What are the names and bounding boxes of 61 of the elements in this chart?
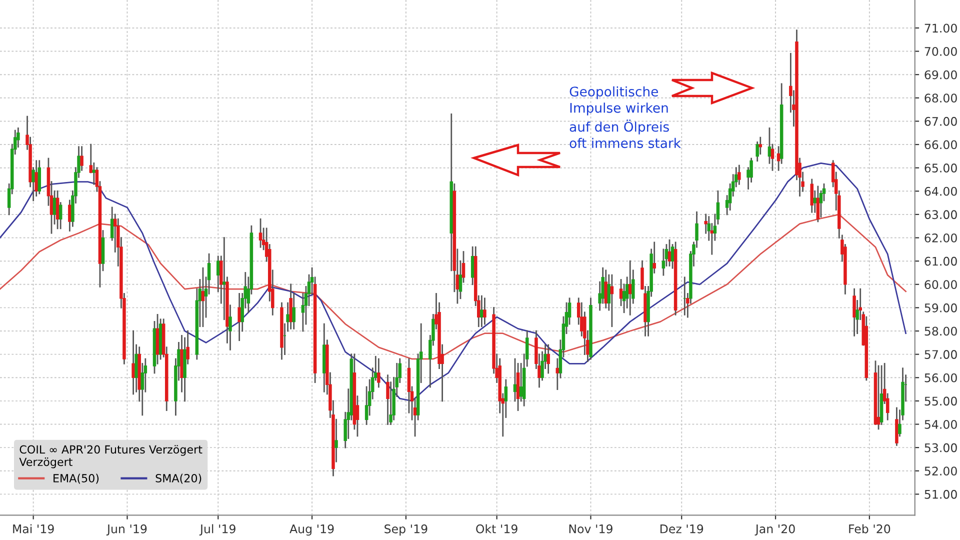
x-tick-label: Jul '19 xyxy=(199,524,236,536)
y-tick-label: 66.00 xyxy=(924,140,957,150)
x-tick-label: Aug '19 xyxy=(290,524,334,536)
candlestick xyxy=(38,160,42,194)
x-tick-label: Sep '19 xyxy=(384,524,428,536)
candlestick xyxy=(238,293,241,342)
y-tick-label: 59.00 xyxy=(924,303,957,312)
candlestick xyxy=(52,190,56,224)
candlestick xyxy=(201,267,205,328)
x-tick-label: Mai '19 xyxy=(13,524,54,534)
candlestick xyxy=(668,239,672,266)
y-tick-label: 62.00 xyxy=(924,233,957,242)
legend-title: COIL ∞ APR'20 Futures Verzögert Verzögert xyxy=(19,445,202,468)
candlestick xyxy=(132,330,135,395)
line-series xyxy=(0,162,906,402)
candlestick xyxy=(480,295,484,328)
y-tick-label: 60.00 xyxy=(924,280,957,290)
y-tick-label: 68.00 xyxy=(924,94,957,103)
candlestick xyxy=(816,186,820,222)
candlestick xyxy=(895,407,898,446)
y-tick-label: 57.00 xyxy=(924,350,957,359)
y-tick-label: 67.00 xyxy=(924,116,957,126)
y-tick-label: 58.00 xyxy=(924,326,957,336)
x-tick-label: Jan '20 xyxy=(754,524,795,536)
candlestick xyxy=(289,284,292,330)
candlestick xyxy=(610,274,614,328)
y-tick-label: 55.00 xyxy=(924,396,957,406)
candlestick xyxy=(852,288,856,336)
y-tick-label: 54.00 xyxy=(924,420,957,429)
candlestick xyxy=(628,260,632,316)
y-tick-label: 69.00 xyxy=(924,70,957,80)
y-tick-label: 64.00 xyxy=(924,186,957,196)
candlestick xyxy=(513,358,517,402)
y-tick-label: 61.00 xyxy=(924,256,957,266)
candlestick xyxy=(483,298,486,325)
x-tick-label: Jun '19 xyxy=(106,524,147,536)
candlestick xyxy=(876,365,880,430)
x-tick-label: Okt '19 xyxy=(476,524,518,534)
y-tick-label: 63.00 xyxy=(924,210,957,220)
y-tick-label: 71.00 xyxy=(924,24,957,33)
x-tick-label: Feb '20 xyxy=(849,524,890,534)
candlestick xyxy=(810,178,814,213)
y-tick-label: 52.00 xyxy=(924,466,957,476)
y-tick-label: 70.00 xyxy=(924,47,957,56)
y-tick-label: 51.00 xyxy=(924,490,957,499)
legend-label: EMA(50) xyxy=(54,474,99,484)
candlestick xyxy=(604,270,608,308)
candlestick xyxy=(258,218,262,248)
x-tick-label: Nov '19 xyxy=(569,524,612,534)
y-tick-label: 56.00 xyxy=(924,373,957,382)
candlestick xyxy=(386,374,390,425)
candlestick xyxy=(546,344,550,374)
y-tick-label: 53.00 xyxy=(924,443,957,452)
candlestick xyxy=(56,190,60,230)
candlestick xyxy=(377,358,380,388)
candlestick xyxy=(738,164,741,185)
candlestick xyxy=(334,418,338,462)
y-tick-label: 65.00 xyxy=(924,164,957,172)
x-tick-label: Dez '19 xyxy=(660,524,704,534)
legend-label: SMA(20) xyxy=(156,474,202,484)
annotation: Geopolitische Impulse wirken auf den Ölpreis oft immens stark xyxy=(570,86,681,148)
